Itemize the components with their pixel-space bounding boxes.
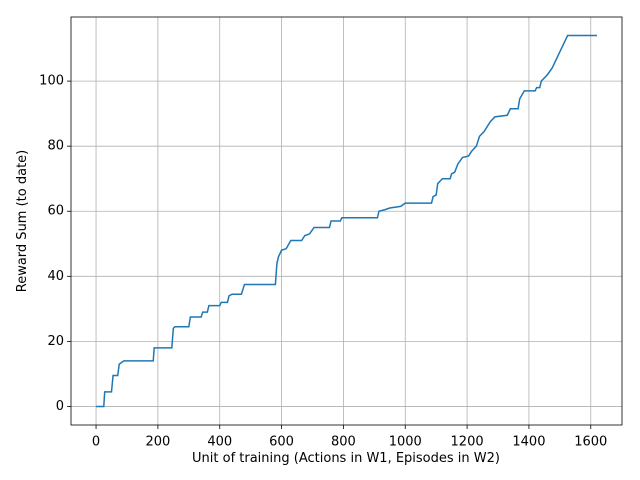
- y-tick-label: 20: [47, 334, 64, 349]
- y-tick-label: 100: [39, 74, 64, 89]
- x-tick-label: 0: [92, 435, 100, 450]
- x-tick-label: 800: [331, 435, 356, 450]
- x-tick-label: 1400: [512, 435, 545, 450]
- plot-frame: [70, 16, 623, 426]
- x-tick-label: 400: [207, 435, 232, 450]
- y-tick-label: 0: [56, 399, 64, 414]
- y-axis-label: Reward Sum (to date): [15, 150, 30, 292]
- x-tick-label: 1200: [451, 435, 484, 450]
- x-tick-label: 1000: [389, 435, 422, 450]
- x-tick-label: 200: [145, 435, 170, 450]
- y-tick-label: 40: [47, 269, 64, 284]
- x-tick-label: 600: [269, 435, 294, 450]
- y-tick-label: 80: [47, 139, 64, 154]
- x-tick-label: 1600: [574, 435, 607, 450]
- x-axis-label: Unit of training (Actions in W1, Episode…: [192, 451, 500, 466]
- y-tick-label: 60: [47, 204, 64, 219]
- data-line: [96, 34, 597, 408]
